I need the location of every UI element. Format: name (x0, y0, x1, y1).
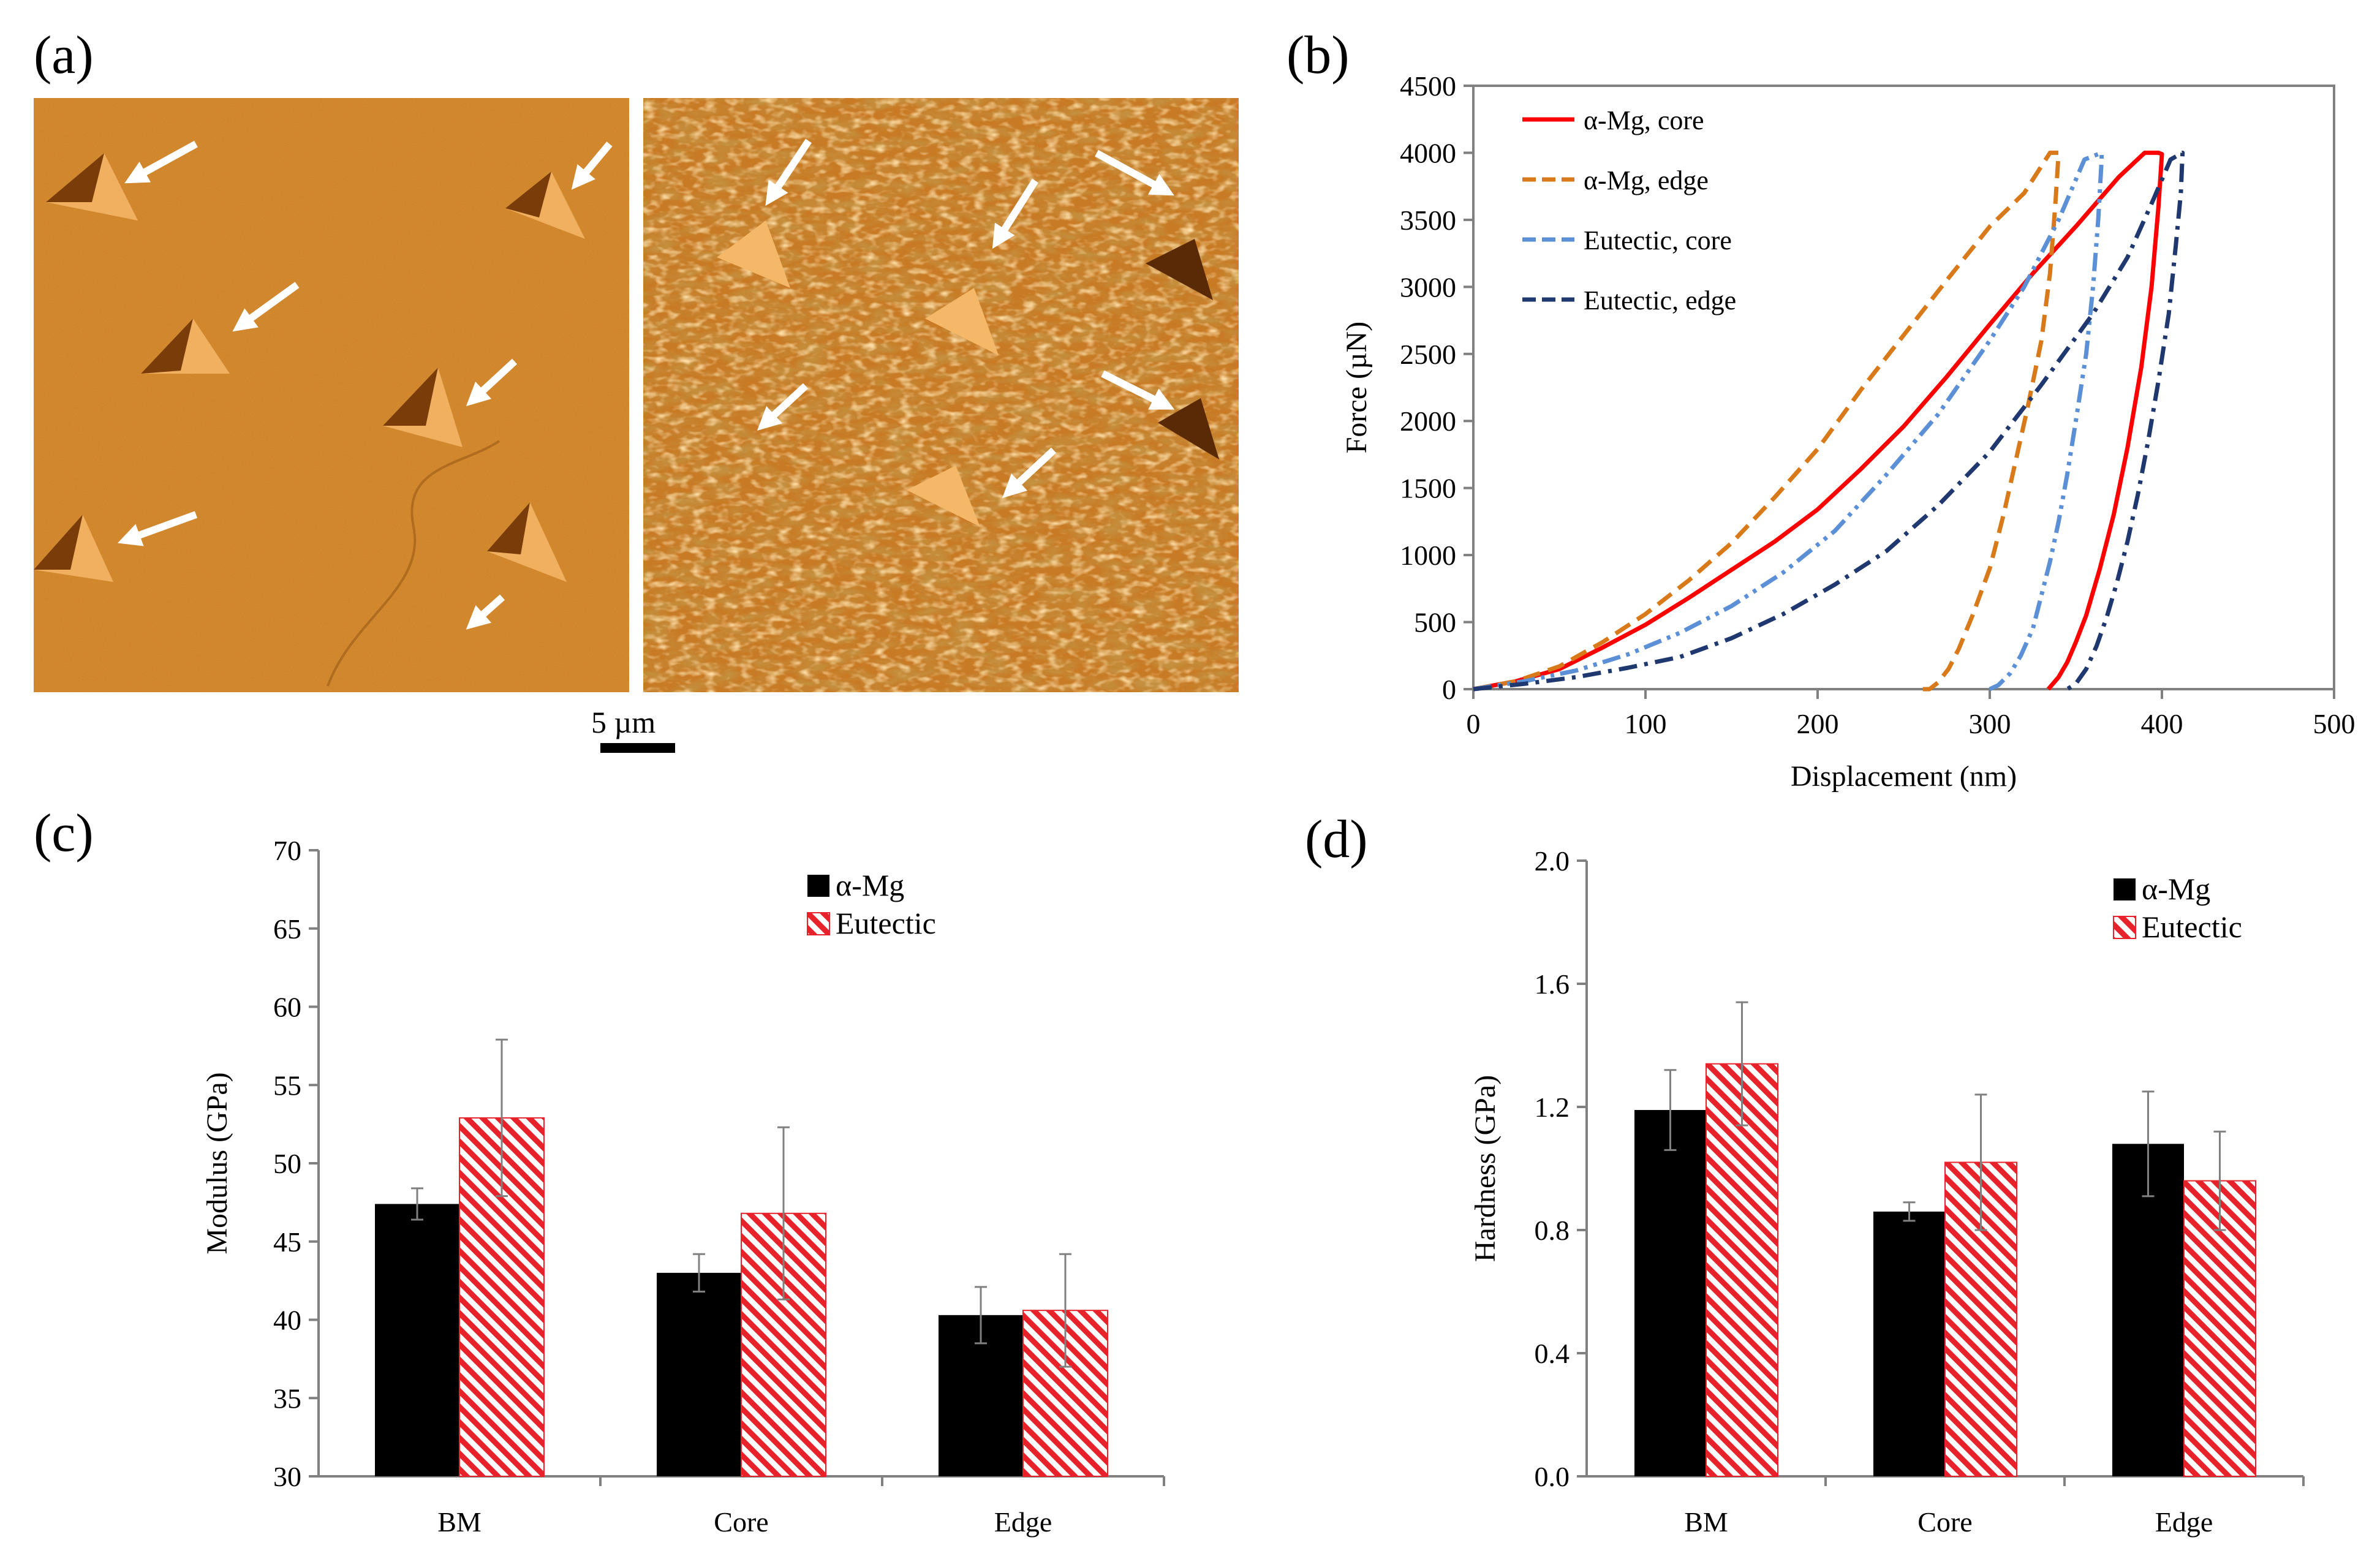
y-tick-label: 4500 (1400, 70, 1456, 102)
bar-alpha-mg (1634, 1110, 1706, 1476)
y-tick-label: 3500 (1400, 205, 1456, 236)
chart-force-displacement: 0 500 1000 1500 2000 2500 3000 3500 4000 4500 0 100… (1340, 70, 2355, 793)
afm-image-alpha-mg (34, 98, 629, 692)
bar-alpha-mg (657, 1272, 741, 1476)
y-tick-label: 1000 (1400, 540, 1456, 571)
legend-swatch (2113, 916, 2136, 939)
series-line (1473, 150, 2185, 692)
bar-alpha-mg (375, 1204, 459, 1476)
series-line (1473, 150, 2104, 692)
x-tick-label: BM (437, 1506, 482, 1538)
series-line (1473, 150, 2061, 692)
y-tick-label: 0.8 (1535, 1215, 1570, 1246)
x-tick-label: 0 (1467, 708, 1481, 739)
legend-swatch (807, 875, 829, 897)
chart-hardness: 0.0 0.4 0.8 1.2 1.6 2.0 Hardness (GPa) BM Core Ed… (1469, 845, 2305, 1538)
legend-swatch (807, 912, 830, 935)
y-tick-label: 1.2 (1535, 1092, 1570, 1123)
y-tick-label: 0 (1442, 674, 1456, 705)
x-tick-label: Core (714, 1506, 768, 1538)
panel-label-d: (d) (1305, 810, 1368, 869)
legend-label: Eutectic (836, 906, 936, 940)
legend-label: Eutectic (2142, 910, 2242, 944)
legend-label: α-Mg (836, 868, 904, 902)
x-tick-label: 100 (1625, 708, 1667, 739)
y-tick-label: 35 (273, 1383, 301, 1414)
y-tick-label: 2500 (1400, 339, 1456, 370)
y-axis-title: Modulus (GPa) (201, 1072, 233, 1254)
y-tick-label: 3000 (1400, 271, 1456, 303)
arrow-markers-eutectic (757, 138, 1175, 499)
indent-marks (34, 153, 585, 582)
chart-modulus: 30 35 40 45 50 55 60 65 70 Modulus (GPa) BM Core Edg… (201, 835, 1165, 1538)
y-tick-label: 65 (273, 913, 301, 945)
bar-alpha-mg (2112, 1144, 2184, 1476)
indent-marks-eutectic (717, 221, 1219, 527)
x-axis-title: Displacement (nm) (1791, 760, 2017, 793)
x-tick-label: 500 (2313, 708, 2355, 739)
y-tick-label: 0.0 (1535, 1461, 1570, 1492)
legend-label: α-Mg, edge (1584, 165, 1709, 195)
y-tick-label: 45 (273, 1226, 301, 1258)
y-tick-label: 0.4 (1535, 1338, 1570, 1369)
legend-label: Eutectic, core (1584, 225, 1732, 255)
y-tick-label: 1.6 (1535, 968, 1570, 1000)
scale-bar-label: 5 µm (591, 705, 656, 739)
arrow-markers (117, 140, 613, 630)
x-tick-label: 300 (1969, 708, 2011, 739)
y-tick-label: 40 (273, 1305, 301, 1336)
y-tick-label: 2.0 (1535, 845, 1570, 877)
y-tick-label: 70 (273, 835, 301, 866)
y-tick-label: 60 (273, 992, 301, 1023)
y-tick-label: 500 (1414, 607, 1456, 638)
bar-alpha-mg (1873, 1211, 1945, 1476)
y-tick-label: 2000 (1400, 406, 1456, 437)
panel-label-c: (c) (34, 804, 94, 863)
legend-swatch (2114, 878, 2136, 900)
plot-frame (1472, 85, 2335, 690)
y-tick-label: 50 (273, 1148, 301, 1179)
panel-label-b: (b) (1286, 26, 1350, 85)
y-tick-label: 30 (273, 1461, 301, 1492)
afm-image-eutectic (643, 98, 1239, 692)
y-axis-title: Force (µN) (1340, 322, 1373, 454)
legend-label: α-Mg, core (1584, 105, 1704, 135)
y-tick-label: 55 (273, 1070, 301, 1101)
y-tick-label: 4000 (1400, 137, 1456, 168)
x-tick-label: Edge (994, 1506, 1052, 1538)
x-tick-label: 200 (1797, 708, 1839, 739)
scale-bar (600, 743, 675, 753)
legend-label: Eutectic, edge (1584, 285, 1736, 315)
x-tick-label: Core (1917, 1506, 1972, 1538)
legend-label: α-Mg (2142, 872, 2210, 906)
series-line (1473, 150, 2164, 692)
x-tick-label: BM (1684, 1506, 1728, 1538)
bar-eutectic (1706, 1063, 1778, 1477)
y-tick-label: 1500 (1400, 473, 1456, 504)
y-axis-title: Hardness (GPa) (1469, 1075, 1502, 1262)
x-tick-label: Edge (2155, 1506, 2213, 1538)
panel-label-a: (a) (34, 26, 94, 85)
x-tick-label: 400 (2141, 708, 2183, 739)
